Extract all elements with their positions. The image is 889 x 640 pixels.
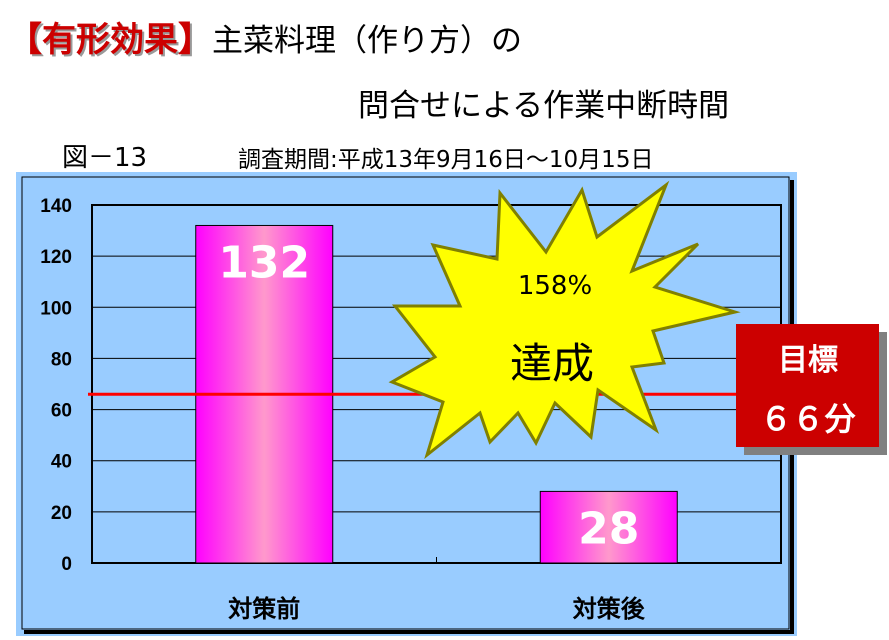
chart-panel [16, 172, 797, 636]
slide-title: 【有形効果】主菜料理（作り方）の [8, 12, 522, 61]
bar-data-label: 132 [218, 237, 310, 288]
y-tick-label: 140 [40, 196, 72, 217]
title-line1: 主菜料理（作り方）の [212, 23, 522, 59]
achievement-starburst [388, 180, 741, 460]
y-tick-label: 80 [51, 349, 72, 370]
target-value: ６６分 [760, 400, 856, 438]
bar [539, 490, 678, 564]
target-label: 目標 [778, 343, 838, 378]
y-tick-label: 60 [51, 401, 72, 422]
figure-label: 図－13 [62, 143, 148, 173]
y-tick-label: 100 [40, 298, 72, 319]
y-tick-label: 120 [40, 247, 72, 268]
x-category-label: 対策前 [228, 595, 300, 623]
y-tick-label: 40 [51, 452, 72, 473]
survey-period: 調査期間:平成13年9月16日～10月15日 [238, 147, 654, 173]
callout-text: 達成 [510, 339, 594, 388]
y-tick-label: 20 [51, 503, 72, 524]
x-category-label: 対策後 [573, 595, 646, 623]
bar-data-label: 28 [578, 503, 639, 554]
title-highlight: 【有形効果】 [8, 20, 212, 60]
title-line2: 問合せによる作業中断時間 [358, 88, 730, 124]
y-tick-label: 0 [61, 554, 72, 575]
target-box [736, 324, 879, 447]
callout-percent: 158% [518, 271, 592, 301]
